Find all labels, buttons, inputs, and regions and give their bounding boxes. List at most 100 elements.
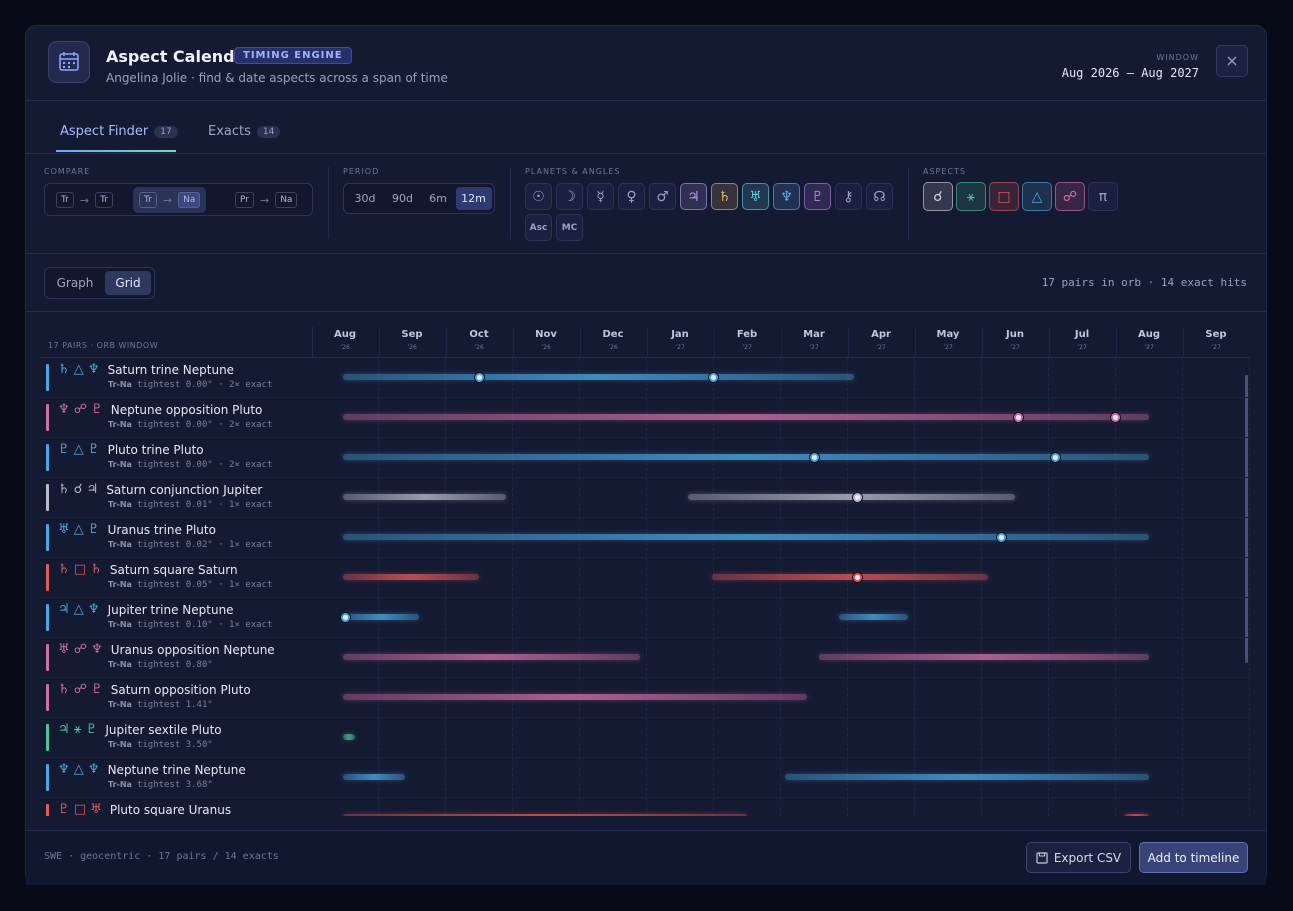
tab-count: 14 xyxy=(256,125,281,138)
grid-body: ♄ △ ♆ Saturn trine Neptune Tr-Na tightest 0… xyxy=(0,358,1293,816)
calendar-glyph xyxy=(59,52,79,71)
row-accent xyxy=(46,724,49,751)
filter-label: PLANETS & ANGLES xyxy=(525,167,621,176)
planet-toggle[interactable]: ♀ xyxy=(618,183,645,210)
orb-bar xyxy=(343,734,356,740)
month-year: ’27 xyxy=(675,344,685,351)
month-year: ’26 xyxy=(474,344,484,351)
period-option[interactable]: 30d xyxy=(354,192,376,205)
orb-bar xyxy=(343,774,406,780)
divider xyxy=(908,167,909,239)
add-button[interactable]: Add to timeline xyxy=(1139,842,1248,873)
planet-toggle[interactable]: ♆ xyxy=(773,183,800,210)
month-label: Apr xyxy=(871,329,891,340)
view-option[interactable]: Graph xyxy=(56,276,94,290)
compare-option[interactable]: Pr → Na xyxy=(229,187,303,213)
row-head[interactable]: ♇ △ ♇ Pluto trine Pluto xyxy=(58,442,204,457)
month-gridline xyxy=(1182,358,1183,816)
planet-toggle[interactable]: ♅ xyxy=(742,183,769,210)
month-year: ’27 xyxy=(1010,344,1020,351)
month-gridline xyxy=(981,358,982,816)
export-label: Export CSV xyxy=(1053,850,1122,865)
planet-toggle[interactable]: ♄ xyxy=(711,183,738,210)
tab[interactable]: Aspect Finder 17 xyxy=(60,124,178,139)
row-head[interactable]: ♆ △ ♆ Neptune trine Neptune xyxy=(58,762,246,777)
aspect-toggle[interactable]: π xyxy=(1088,182,1118,211)
planet-toggle[interactable]: ☽ xyxy=(556,183,583,210)
row-divider xyxy=(40,597,1250,598)
grid-label: 17 PAIRS · ORB WINDOW xyxy=(48,341,159,350)
planet-toggle[interactable]: MC xyxy=(556,214,583,241)
compare-option[interactable]: Tr → Na xyxy=(133,187,207,213)
row-glyphs: ♃ △ ♆ xyxy=(58,602,100,617)
row-head[interactable]: ♄ □ ♄ Saturn square Saturn xyxy=(58,562,238,577)
planet-toggle[interactable]: Asc xyxy=(525,214,552,241)
period-option[interactable]: 12m xyxy=(455,187,492,210)
aspect-toggle[interactable]: ⚹ xyxy=(956,182,986,211)
exact-marker[interactable] xyxy=(1050,452,1060,462)
aspect-toggle[interactable]: △ xyxy=(1022,182,1052,211)
row-name: Saturn trine Neptune xyxy=(107,362,235,377)
row-tightest: tightest 0.00° · 2× exact xyxy=(136,380,273,390)
exact-marker[interactable] xyxy=(474,372,484,382)
filter-label: PERIOD xyxy=(343,167,380,176)
orb-bar xyxy=(838,614,908,620)
exact-marker[interactable] xyxy=(997,532,1007,542)
row-head[interactable]: ♄ ☌ ♃ Saturn conjunction Jupiter xyxy=(58,482,262,497)
month-year: ’26 xyxy=(608,344,618,351)
planet-toggle[interactable]: ♂ xyxy=(649,183,676,210)
row-head[interactable]: ♆ ☍ ♇ Neptune opposition Pluto xyxy=(58,402,262,417)
aspect-toggle[interactable]: ☌ xyxy=(923,182,953,211)
aspect-toggle[interactable]: ☍ xyxy=(1055,182,1085,211)
close-button[interactable] xyxy=(1216,45,1248,77)
row-name: Saturn opposition Pluto xyxy=(110,682,251,697)
month-label: Jun xyxy=(1006,329,1024,340)
arrow: → xyxy=(79,193,90,207)
exact-marker[interactable] xyxy=(709,372,718,382)
planet-toggle[interactable]: ⚷ xyxy=(835,183,862,210)
exact-marker[interactable] xyxy=(853,572,863,582)
exact-marker[interactable] xyxy=(340,612,350,622)
aspect-toggle[interactable]: □ xyxy=(989,182,1019,211)
row-divider xyxy=(40,717,1250,718)
row-head[interactable]: ♅ ☍ ♆ Uranus opposition Neptune xyxy=(58,642,275,657)
row-tightest: tightest 1.41° xyxy=(136,700,213,710)
month-label: May xyxy=(936,329,960,340)
row-tightest: tightest 3.50° xyxy=(136,740,213,750)
planet-toggle[interactable]: ♇ xyxy=(804,183,831,210)
planet-toggle[interactable]: ☉ xyxy=(525,183,552,210)
month-year: ’27 xyxy=(1211,344,1221,351)
period-option[interactable]: 90d xyxy=(392,192,413,205)
tab[interactable]: Exacts 14 xyxy=(208,124,281,139)
row-head[interactable]: ♅ △ ♇ Uranus trine Pluto xyxy=(58,522,216,537)
exact-marker[interactable] xyxy=(853,492,863,502)
period-option[interactable]: 6m xyxy=(429,192,447,205)
month-label: Sep xyxy=(401,329,423,340)
row-head[interactable]: ♃ ⚹ ♇ Jupiter sextile Pluto xyxy=(58,722,222,737)
row-name: Saturn square Saturn xyxy=(109,562,238,577)
row-head[interactable]: ♄ △ ♆ Saturn trine Neptune xyxy=(58,362,234,377)
row-divider xyxy=(40,517,1250,518)
scrollbar xyxy=(1245,375,1248,663)
planet-toggle[interactable]: ☿ xyxy=(587,183,614,210)
month-divider xyxy=(780,327,782,357)
planet-toggle[interactable]: ♃ xyxy=(680,183,707,210)
month-gridline xyxy=(579,358,580,816)
month-label: Aug xyxy=(333,329,357,340)
divider xyxy=(328,167,329,239)
exact-marker[interactable] xyxy=(809,452,819,462)
planet-toggle[interactable]: ☊ xyxy=(866,183,893,210)
export-button[interactable]: Export CSV xyxy=(1026,842,1131,873)
exact-marker[interactable] xyxy=(1111,412,1120,422)
row-head[interactable]: ♄ ☍ ♇ Saturn opposition Pluto xyxy=(58,682,251,697)
row-head[interactable]: ♇ □ ♅ Pluto square Uranus xyxy=(58,802,231,816)
compare-chip: Pr xyxy=(235,192,254,208)
row-head[interactable]: ♃ △ ♆ Jupiter trine Neptune xyxy=(58,602,234,617)
save-icon xyxy=(1036,851,1048,864)
row-tag: Tr-Na xyxy=(108,460,132,469)
row-tightest: tightest 0.05° · 1× exact xyxy=(136,580,273,590)
compare-option[interactable]: Tr → Tr xyxy=(50,187,119,213)
exact-marker[interactable] xyxy=(1013,412,1023,422)
month-gridline xyxy=(512,358,513,816)
view-option[interactable]: Grid xyxy=(105,271,151,295)
